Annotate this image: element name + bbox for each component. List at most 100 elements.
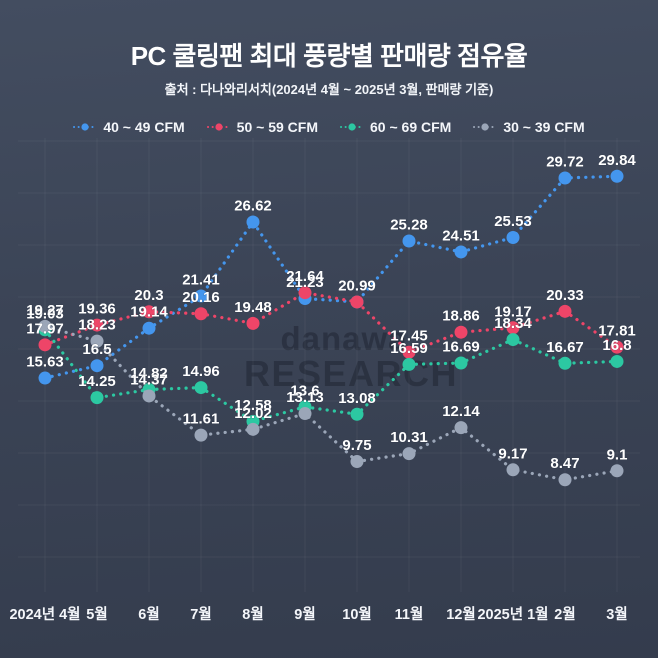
legend-item-label: 30 ~ 39 CFM xyxy=(503,119,585,135)
data-point-label: 18.23 xyxy=(78,317,116,334)
data-point-marker xyxy=(194,289,208,303)
data-point-label: 9.17 xyxy=(498,445,527,462)
x-axis-label: 2025년 1월 xyxy=(477,607,549,623)
data-point-marker xyxy=(38,338,52,352)
data-point-marker xyxy=(558,356,572,370)
x-axis-label: 3월 xyxy=(606,607,628,623)
data-point-label: 12.14 xyxy=(442,403,480,420)
data-point-marker xyxy=(90,391,104,405)
data-point-marker xyxy=(194,381,208,395)
series-value-labels: 17.97 19.36 20.3 20.16 19.48 21.64 20.99 17.45 1… xyxy=(26,268,637,345)
data-point-marker xyxy=(298,407,312,421)
x-axis-label: 11월 xyxy=(394,607,424,623)
data-point-marker xyxy=(454,245,468,259)
data-point-marker xyxy=(454,421,468,435)
data-point-label: 20.33 xyxy=(546,287,584,304)
data-point-label: 19.36 xyxy=(78,301,116,318)
legend-item-label: 50 ~ 59 CFM xyxy=(236,119,318,135)
data-point-marker xyxy=(38,371,52,385)
data-point-marker xyxy=(350,407,364,421)
data-point-marker xyxy=(38,319,52,333)
data-point-marker xyxy=(142,389,156,403)
data-point-label: 20.99 xyxy=(338,277,376,294)
data-point-label: 19.17 xyxy=(494,303,532,320)
data-point-marker xyxy=(610,354,624,368)
data-point-marker xyxy=(298,286,312,300)
data-point-marker xyxy=(558,171,572,185)
data-point-label: 12.58 xyxy=(234,397,272,414)
data-point-marker xyxy=(402,447,416,461)
data-point-marker xyxy=(402,345,416,359)
legend-item-60---69----: 60 ~ 69 CFM xyxy=(340,119,451,135)
data-point-label: 20.16 xyxy=(182,289,220,306)
series-60~69CFM xyxy=(38,323,624,428)
data-point-label: 14.37 xyxy=(130,371,168,388)
x-axis-label: 9월 xyxy=(294,607,316,623)
data-point-label: 11.61 xyxy=(183,411,220,428)
legend-marker-icon xyxy=(206,123,231,131)
legend-marker-icon xyxy=(73,123,98,131)
x-axis-label: 2월 xyxy=(554,607,576,623)
data-point-label: 16.69 xyxy=(442,339,480,356)
data-point-label: 19.14 xyxy=(130,304,168,321)
data-point-marker xyxy=(506,321,520,335)
data-point-marker xyxy=(90,318,104,332)
data-point-label: 29.72 xyxy=(546,153,584,170)
data-point-label: 8.47 xyxy=(550,455,579,472)
data-point-label: 13.6 xyxy=(290,382,319,399)
data-point-label: 24.51 xyxy=(442,227,480,244)
data-point-label: 16.5 xyxy=(82,341,111,358)
data-point-marker xyxy=(90,359,104,373)
x-axis-label: 6월 xyxy=(138,607,160,623)
data-point-label: 13.08 xyxy=(338,390,376,407)
data-point-label: 9.1 xyxy=(607,446,628,463)
data-point-marker xyxy=(454,325,468,339)
data-point-label: 25.28 xyxy=(390,217,428,234)
data-point-label: 16.67 xyxy=(546,339,584,356)
series-30~39CFM xyxy=(38,319,624,487)
x-axis-label: 8월 xyxy=(242,607,264,623)
legend-marker-icon xyxy=(473,123,498,131)
data-point-label: 14.25 xyxy=(78,373,116,390)
legend-item-label: 40 ~ 49 CFM xyxy=(103,119,185,135)
data-point-label: 19.48 xyxy=(234,299,272,316)
data-point-marker xyxy=(194,307,208,321)
data-point-label: 17.45 xyxy=(390,328,428,345)
data-point-label: 16.59 xyxy=(390,340,428,357)
series-40~49CFM xyxy=(38,169,624,385)
data-point-marker xyxy=(246,422,260,436)
x-axis-label: 2024년 4월 xyxy=(9,607,81,623)
data-point-label: 29.84 xyxy=(598,152,636,169)
legend: 40 ~ 49 CFM 50 ~ 59 CFM 60 ~ 69 CFM 30 ~ 39… xyxy=(0,119,658,135)
data-point-marker xyxy=(246,215,260,229)
x-axis-label: 7월 xyxy=(190,607,212,623)
data-point-label: 21.64 xyxy=(286,268,324,285)
data-point-marker xyxy=(454,356,468,370)
data-point-marker xyxy=(402,357,416,371)
data-point-label: 26.62 xyxy=(234,197,272,214)
data-point-label: 14.82 xyxy=(130,365,168,382)
chart-title: PC 쿨링팬 최대 풍량별 판매량 점유율 xyxy=(130,41,528,71)
data-point-label: 18.34 xyxy=(494,315,532,332)
data-point-marker xyxy=(350,455,364,469)
gridlines xyxy=(18,138,640,592)
data-point-marker xyxy=(194,428,208,442)
data-point-marker xyxy=(610,340,624,354)
data-point-label: 19.27 xyxy=(26,302,64,319)
legend-item-40---49----: 40 ~ 49 CFM xyxy=(73,119,185,135)
data-point-marker xyxy=(246,316,260,330)
data-point-label: 12.02 xyxy=(234,405,272,422)
data-point-marker xyxy=(558,473,572,487)
data-point-label: 15.63 xyxy=(26,354,64,371)
data-point-marker xyxy=(558,304,572,318)
series-value-labels: 19.27 18.23 14.37 11.61 12.02 13.13 9.75 10.31 1… xyxy=(26,301,628,472)
data-point-label: 14.96 xyxy=(182,363,220,380)
data-point-marker xyxy=(506,230,520,244)
data-point-label: 18.86 xyxy=(442,308,480,325)
legend-item-30---39----: 30 ~ 39 CFM xyxy=(473,119,585,135)
data-point-label: 21.41 xyxy=(182,271,220,288)
series-50~59CFM xyxy=(38,286,624,359)
data-point-marker xyxy=(90,334,104,348)
series-value-labels: 15.63 16.5 19.14 21.41 26.62 21.23 25.28 24.51 2… xyxy=(26,151,637,371)
